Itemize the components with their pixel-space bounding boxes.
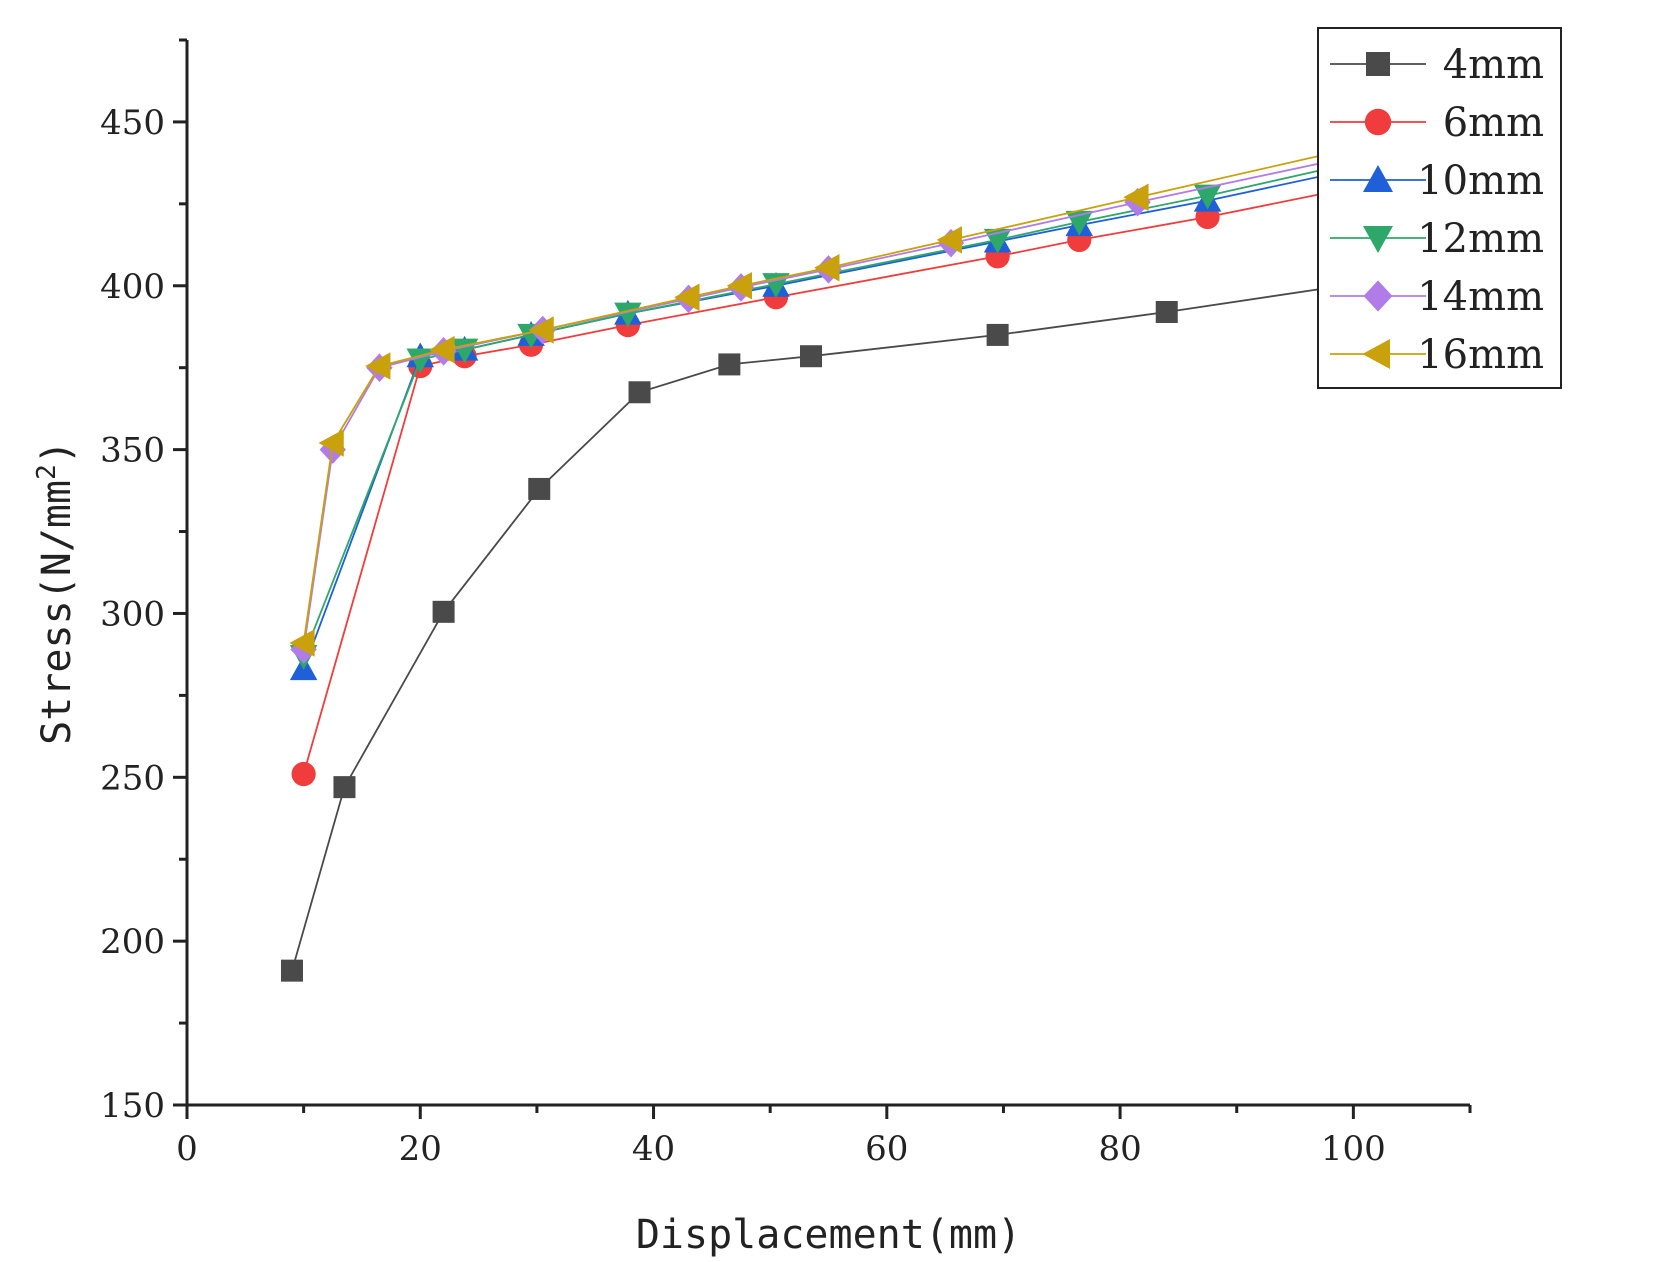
data-point-12mm (1193, 184, 1222, 210)
legend: 4mm 6mm 10mm 12mm 14mm 16mm (1317, 27, 1562, 389)
y-tick-label: 350 (100, 431, 165, 471)
legend-label-16mm: 16mm (1417, 332, 1544, 378)
data-point-4mm (718, 353, 741, 376)
y-tick-label: 300 (100, 594, 165, 634)
data-point-16mm (528, 316, 554, 344)
data-point-4mm (432, 600, 455, 623)
x-tick-label: 100 (1321, 1129, 1386, 1169)
x-tick-label: 0 (176, 1129, 198, 1169)
y-tick-label: 150 (100, 1086, 165, 1126)
data-point-4mm (1155, 300, 1178, 323)
y-tick-label: 400 (100, 267, 165, 307)
data-point-16mm (429, 335, 455, 364)
data-point-16mm (814, 253, 840, 282)
legend-marker-14mm (1363, 280, 1393, 312)
data-point-4mm (528, 477, 551, 500)
series-line-12mm (302, 162, 1354, 657)
x-axis-title: Displacement(mm) (636, 1212, 1021, 1258)
series-line-4mm (291, 283, 1354, 971)
data-point-16mm (1123, 183, 1149, 212)
x-tick-label: 60 (865, 1129, 908, 1169)
series-line-14mm (302, 155, 1354, 650)
y-tick-label: 250 (100, 758, 165, 798)
legend-box (1317, 27, 1562, 389)
series-line-16mm (302, 147, 1354, 644)
series-line-10mm (302, 168, 1354, 670)
legend-label-12mm: 12mm (1417, 216, 1544, 262)
legend-marker-4mm (1366, 52, 1390, 76)
y-axis-title: Stress(N/mm2) (32, 440, 80, 745)
data-point-16mm (674, 283, 700, 311)
legend-label-10mm: 10mm (1417, 158, 1544, 204)
data-point-4mm (800, 345, 823, 368)
legend-marker-10mm (1363, 165, 1393, 192)
series-16mm (289, 134, 1365, 657)
data-point-4mm (986, 323, 1009, 346)
series-4mm (280, 273, 1365, 982)
data-point-4mm (628, 381, 651, 404)
x-tick-label: 40 (632, 1129, 675, 1169)
x-tick-label: 20 (399, 1129, 442, 1169)
axes: 0 20 40 60 80 100 150 200 250 300 350 400 450 Displac… (32, 38, 1472, 1258)
legend-marker-6mm (1364, 108, 1392, 136)
data-point-4mm (280, 959, 303, 982)
y-tick-label: 200 (100, 922, 165, 962)
plot-area (280, 134, 1368, 982)
legend-label-14mm: 14mm (1417, 274, 1544, 320)
data-point-6mm (291, 761, 316, 787)
y-axis-title-superscript: 2 (32, 464, 62, 480)
data-point-16mm (318, 429, 344, 457)
data-point-16mm (936, 226, 962, 254)
data-point-16mm (365, 352, 391, 380)
data-point-16mm (726, 272, 753, 300)
legend-marker-12mm (1363, 226, 1393, 253)
legend-label-6mm: 6mm (1443, 100, 1544, 146)
data-point-4mm (333, 776, 356, 799)
data-point-16mm (289, 629, 315, 657)
x-tick-label: 80 (1098, 1129, 1141, 1169)
y-axis-title-close: ) (34, 440, 80, 464)
y-axis-title-main: Stress(N/mm (34, 480, 80, 745)
legend-label-4mm: 4mm (1443, 42, 1544, 88)
y-tick-label: 450 (100, 103, 165, 143)
series-12mm (289, 151, 1368, 670)
legend-marker-16mm (1362, 339, 1390, 369)
